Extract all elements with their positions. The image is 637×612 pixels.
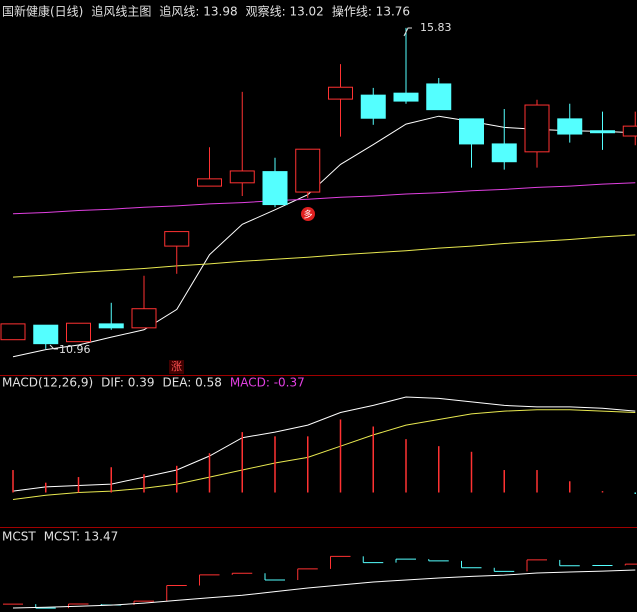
candle-body: [491, 143, 517, 163]
indicator-line: [12, 182, 636, 215]
header-text: MCST: 13.47: [44, 530, 119, 544]
candle-body: [524, 104, 550, 153]
header-text: 观察线: 13.02: [246, 5, 324, 19]
candle-body: [360, 94, 386, 119]
header-text: 追风线主图: [91, 4, 151, 19]
signal-text: 涨: [171, 360, 182, 373]
candle-body: [131, 308, 157, 329]
candle-body: [98, 323, 124, 329]
candle-body: [197, 178, 222, 187]
candle-body: [66, 322, 91, 343]
candle-body: [393, 92, 419, 102]
candle-body: [0, 323, 26, 341]
indicator-line: [12, 234, 636, 278]
header-text: DEA: 0.58: [162, 376, 221, 390]
signal-box: [169, 360, 184, 374]
header-text: MACD(12,26,9): [2, 376, 93, 390]
header-text: MACD: -0.37: [230, 376, 305, 390]
annotation-pointer: [49, 344, 58, 350]
header-text: 追风线: 13.98: [159, 4, 237, 19]
candle-body: [328, 86, 353, 100]
header-text: 操作线: 13.76: [332, 4, 410, 19]
macd-line: [12, 396, 636, 492]
candle-body: [590, 130, 615, 134]
header-text: 国新健康(日线): [2, 4, 83, 19]
high-label: 15.83: [420, 21, 452, 34]
candle-body: [33, 324, 59, 345]
header-text: DIF: 0.39: [101, 376, 154, 390]
candle-body: [426, 83, 452, 111]
candle-body: [557, 118, 583, 135]
mcst-line: [12, 569, 636, 609]
signal-text: 多: [303, 209, 312, 221]
annotation-pointer: [403, 27, 412, 37]
candle-body: [229, 170, 255, 184]
candle-body: [622, 125, 637, 137]
candle-body: [164, 231, 190, 247]
macd-line: [12, 409, 636, 500]
candle-body: [295, 148, 321, 193]
low-label: 10.96: [59, 343, 91, 356]
candle-body: [459, 118, 484, 145]
header-text: MCST: [2, 530, 36, 544]
candle-body: [262, 171, 288, 206]
signal-icon: [301, 207, 315, 221]
annotations: 15.83 10.96 多 涨: [49, 21, 452, 374]
